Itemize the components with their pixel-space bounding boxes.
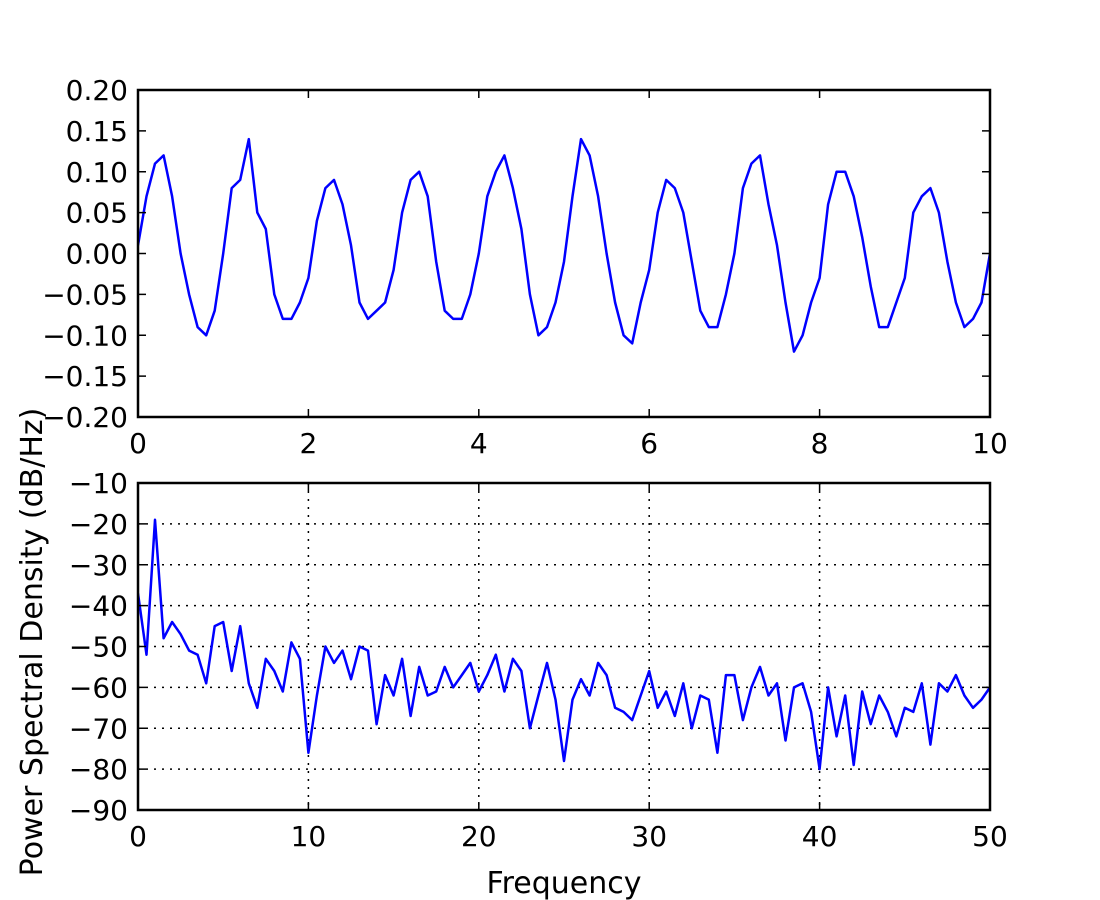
- y-tick-label: −0.10: [42, 319, 128, 352]
- x-tick-label: 50: [972, 820, 1008, 853]
- y-tick-label: 0.10: [66, 156, 128, 189]
- y-tick-label: −0.05: [42, 278, 128, 311]
- x-tick-label: 2: [299, 427, 317, 460]
- y-tick-label: −0.15: [42, 360, 128, 393]
- x-tick-label: 40: [802, 820, 838, 853]
- y-tick-label: −60: [69, 671, 128, 704]
- x-axis-label: Frequency: [487, 866, 642, 900]
- y-tick-label: −80: [69, 753, 128, 786]
- signal-axes: 0 2 4 6 8 10 0.20 0.15 0.10 0.05 0.00 −0.05 −0.10 −0.…: [42, 74, 1008, 460]
- x-tick-label: 20: [461, 820, 497, 853]
- y-tick-label: −70: [69, 712, 128, 745]
- x-tick-label: 8: [811, 427, 829, 460]
- y-tick-label: −20: [69, 508, 128, 541]
- y-tick-label: −30: [69, 549, 128, 582]
- x-tick-label: 0: [129, 820, 147, 853]
- x-tick-label: 6: [640, 427, 658, 460]
- x-tick-label: 30: [631, 820, 667, 853]
- psd-axes: 0 10 20 30 40 50 −10 −20 −30 −40 −50 −60 −70 −80 −90: [69, 467, 1008, 853]
- x-tick-label: 10: [291, 820, 327, 853]
- y-tick-label: −50: [69, 631, 128, 664]
- y-tick-label: 0.00: [66, 238, 128, 271]
- y-tick-label: −90: [69, 794, 128, 827]
- x-tick-label: 4: [470, 427, 488, 460]
- y-axis-label: Power Spectral Density (dB/Hz): [15, 408, 50, 877]
- y-tick-label: −40: [69, 590, 128, 623]
- signal-line: [138, 137, 990, 353]
- x-tick-label: 0: [129, 427, 147, 460]
- y-tick-label: 0.05: [66, 197, 128, 230]
- y-tick-label: 0.15: [66, 115, 128, 148]
- y-tick-label: −10: [69, 467, 128, 500]
- x-tick-label: 10: [972, 427, 1008, 460]
- y-tick-label: 0.20: [66, 74, 128, 107]
- y-tick-label: −0.20: [42, 401, 128, 434]
- psd-line: [138, 518, 990, 771]
